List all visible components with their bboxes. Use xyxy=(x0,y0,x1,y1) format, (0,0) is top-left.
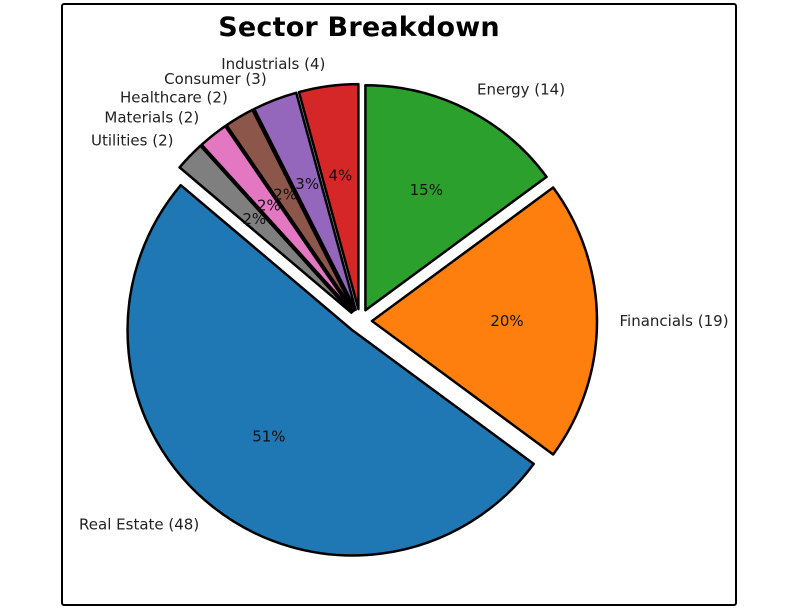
pct-label-financials: 20% xyxy=(490,312,523,330)
pie-slice-energy xyxy=(364,84,548,312)
pie-slices xyxy=(126,82,599,557)
slice-label-financials: Financials (19) xyxy=(620,312,729,330)
pct-label-industrials: 4% xyxy=(329,166,353,184)
chart-title: Sector Breakdown xyxy=(218,12,500,43)
slice-label-healthcare: Healthcare (2) xyxy=(120,89,228,107)
pie-slice-utilities xyxy=(178,144,353,314)
slice-label-energy: Energy (14) xyxy=(477,80,565,98)
slice-label-consumer: Consumer (3) xyxy=(164,70,267,88)
pct-label-energy: 15% xyxy=(410,181,443,199)
pie-slice-financials xyxy=(370,186,599,456)
pct-label-utilities: 2% xyxy=(242,210,266,228)
chart-frame xyxy=(61,3,737,606)
pct-label-materials: 2% xyxy=(257,197,281,215)
slice-label-industrials: Industrials (4) xyxy=(221,55,325,73)
pct-label-healthcare: 2% xyxy=(273,186,297,204)
pie-labels: 15% Energy (14) 20% Financials (19) 51% Real … xyxy=(79,55,729,534)
pie-slice-materials xyxy=(200,124,354,313)
slice-label-materials: Materials (2) xyxy=(104,108,199,126)
pct-label-real-estate: 51% xyxy=(252,427,285,445)
slice-label-real-estate: Real Estate (48) xyxy=(79,516,199,534)
pct-label-consumer: 3% xyxy=(295,175,319,193)
slice-label-utilities: Utilities (2) xyxy=(91,132,173,150)
pie-slice-industrials xyxy=(297,82,360,311)
pie-slice-consumer xyxy=(252,91,357,312)
pie-slice-healthcare xyxy=(225,108,356,312)
pie-slice-real-estate xyxy=(126,183,535,557)
